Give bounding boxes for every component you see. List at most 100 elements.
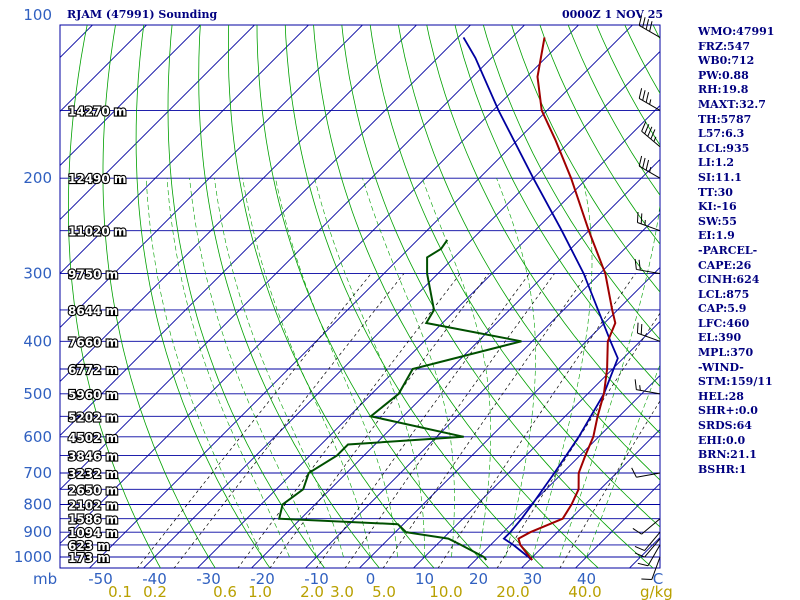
wind-barbs	[631, 15, 661, 581]
stat-item: SW:55	[698, 214, 737, 228]
moist-adiabat	[189, 178, 317, 558]
station-title: RJAM (47991) Sounding	[67, 8, 218, 21]
stat-item: EI:1.9	[698, 229, 735, 243]
wind-barb	[634, 531, 661, 552]
wind-barb	[641, 556, 661, 581]
isotherm-line	[250, 158, 660, 568]
dewpoint-curve	[277, 239, 522, 561]
mixing-ratio-line	[382, 273, 588, 568]
height-label: 11020 m	[68, 225, 126, 239]
pressure-axis-label: mb	[33, 570, 57, 588]
wind-barb	[638, 15, 661, 38]
isotherm-line	[0, 3, 61, 569]
isotherm-line	[60, 25, 526, 491]
isotherm-line	[466, 374, 660, 568]
moist-adiabat	[421, 178, 492, 558]
mixing-ratio-tick-label: 1.0	[248, 583, 272, 600]
pressure-tick-label: 700	[23, 464, 52, 482]
wind-barb	[632, 518, 661, 535]
stat-item: L57:6.3	[698, 127, 745, 141]
dry-adiabat	[426, 25, 660, 434]
stat-item: PW:0.88	[698, 68, 749, 82]
isotherm-line	[196, 104, 660, 568]
dry-adiabat	[284, 25, 545, 568]
mixing-ratio-tick-label: 0.1	[108, 583, 132, 600]
dry-adiabat	[369, 25, 660, 528]
stat-item: -WIND-	[698, 360, 744, 374]
height-label: 5202 m	[68, 410, 118, 424]
mixing-ratio-tick-label: 5.0	[372, 583, 396, 600]
moist-adiabat	[532, 178, 593, 558]
dry-adiabat	[256, 25, 490, 568]
stats-panel: WMO:47991 FRZ:547 WB0:712 PW:0.88 RH:19.8 MAX…	[698, 25, 798, 477]
pressure-tick-label: 600	[23, 428, 52, 446]
stat-item: CINH:624	[698, 273, 760, 287]
dry-adiabat	[68, 25, 161, 568]
wind-barb	[641, 121, 661, 148]
stat-item: EHI:0.0	[698, 433, 746, 447]
isotherm-line	[142, 50, 660, 568]
sounding-datetime: 0000Z 1 NOV 25	[562, 8, 664, 21]
pressure-tick-label: 500	[23, 385, 52, 403]
height-label: 5960 m	[68, 388, 118, 402]
wind-barb	[636, 322, 661, 342]
height-label: 1586 m	[68, 513, 118, 527]
wind-barb	[638, 88, 661, 111]
moist-adiabat	[314, 178, 425, 557]
temperature-tick-label: -30	[196, 570, 221, 588]
stat-item: STM:159/11	[698, 375, 773, 389]
dry-adiabat	[102, 25, 216, 568]
dry-adiabat	[539, 25, 660, 245]
pressure-tick-label: 200	[23, 169, 52, 187]
stat-item: TH:5787	[698, 112, 752, 126]
wind-barb	[631, 467, 661, 478]
height-label: 623 m	[68, 539, 110, 553]
height-label: 6772 m	[68, 363, 118, 377]
temperature-tick-label: -10	[304, 570, 329, 588]
dry-adiabat	[313, 25, 599, 568]
pressure-tick-label: 900	[23, 523, 52, 541]
dry-adiabat	[135, 25, 271, 568]
mixing-ratio-axis-label: g/kg	[640, 583, 673, 600]
mixing-ratio-line	[344, 273, 555, 568]
stat-item: LI:1.2	[698, 156, 735, 170]
stat-item: BRN:21.1	[698, 448, 757, 462]
temperature-axis-label: C	[653, 570, 663, 588]
temperature-tick-label: -50	[88, 570, 113, 588]
mixing-ratio-line	[559, 400, 660, 568]
temperature-tick-label: 20	[469, 570, 488, 588]
stat-item: FRZ:547	[698, 39, 751, 53]
mixing-ratio-tick-label: 10.0	[429, 583, 462, 600]
isotherm-line	[60, 25, 148, 113]
stat-item: SRDS:64	[698, 419, 752, 433]
stat-item: CAPE:26	[698, 258, 752, 272]
height-label: 4502 m	[68, 431, 118, 445]
moist-adiabat	[586, 364, 660, 558]
stat-item: LCL:935	[698, 141, 750, 155]
isotherm-line	[60, 25, 364, 329]
stat-item: SI:11.1	[698, 170, 742, 184]
isotherm-line	[88, 25, 634, 568]
stat-item: KI:-16	[698, 200, 737, 214]
mixing-ratio-tick-label: 20.0	[496, 583, 529, 600]
mixing-ratio-tick-label: 3.0	[330, 583, 354, 600]
mixing-ratio-tick-label: 2.0	[300, 583, 324, 600]
isotherm-line	[358, 266, 660, 568]
stat-item: HEL:28	[698, 389, 744, 403]
dry-adiabat	[167, 25, 326, 568]
mixing-ratio-tick-label: 0.6	[213, 583, 237, 600]
wind-barb	[638, 155, 661, 179]
height-label: 12490 m	[68, 172, 126, 186]
pressure-tick-label: 100	[23, 6, 52, 24]
dry-adiabat	[454, 25, 660, 387]
stat-item: WB0:712	[698, 54, 755, 68]
moist-adiabat	[496, 178, 536, 558]
stat-item: LFC:460	[698, 316, 750, 330]
dry-adiabat	[198, 25, 380, 568]
mixing-ratio-tick-label: 0.2	[143, 583, 167, 600]
stat-item: RH:19.8	[698, 83, 749, 97]
pressure-tick-label: 800	[23, 495, 52, 513]
isotherm-line	[60, 25, 202, 167]
temperature-curve	[517, 37, 617, 561]
